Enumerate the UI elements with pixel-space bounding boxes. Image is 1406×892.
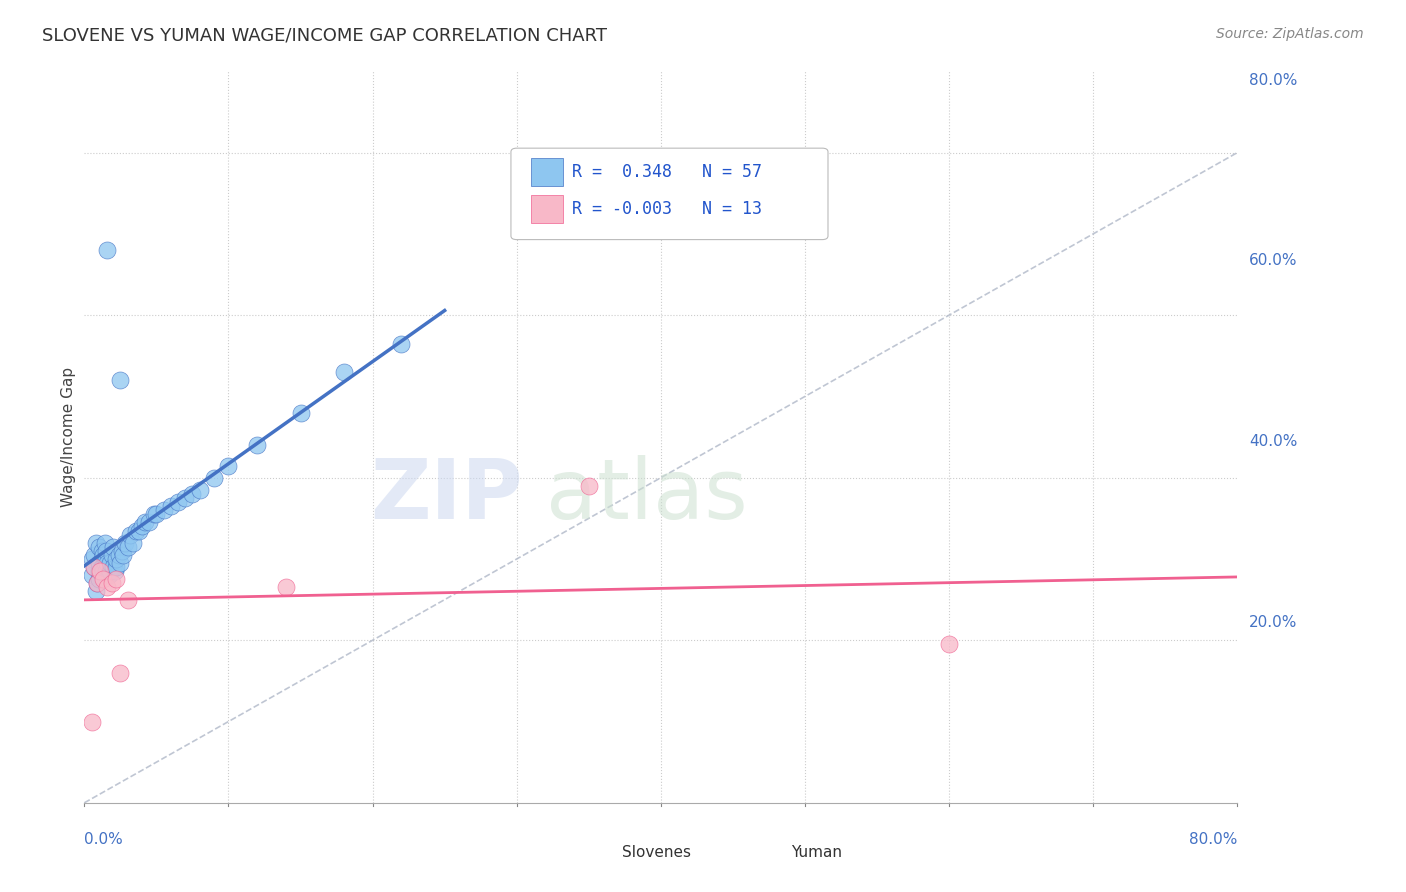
Text: R =  0.348   N = 57: R = 0.348 N = 57 (572, 163, 762, 181)
Point (80, 714, 103, 729)
Text: 60.0%: 60.0% (1249, 253, 1298, 268)
Text: Yuman: Yuman (792, 845, 842, 860)
Point (110, 665, 132, 680)
Text: SLOVENE VS YUMAN WAGE/INCOME GAP CORRELATION CHART: SLOVENE VS YUMAN WAGE/INCOME GAP CORRELA… (42, 27, 607, 45)
Point (117, 592, 139, 607)
Point (93, 535, 115, 549)
Point (578, 479, 600, 493)
Y-axis label: Wage/Income Gap: Wage/Income Gap (60, 367, 76, 508)
Point (83, 560, 105, 574)
Point (134, 516, 156, 530)
Point (160, 499, 183, 513)
Point (98, 556, 121, 570)
Text: 0.0%: 0.0% (84, 832, 124, 847)
Point (91, 564, 114, 578)
Point (87, 556, 110, 570)
Point (93, 556, 115, 570)
Point (167, 495, 190, 509)
Point (91, 572, 114, 586)
Point (103, 540, 124, 554)
FancyBboxPatch shape (530, 195, 562, 223)
Point (246, 438, 269, 452)
Point (104, 564, 127, 578)
Point (131, 519, 153, 533)
Point (152, 503, 174, 517)
Point (80, 568, 103, 582)
Point (105, 552, 128, 566)
Point (94, 544, 117, 558)
Point (218, 458, 240, 473)
Point (110, 373, 132, 387)
Point (87, 572, 110, 586)
Point (96, 243, 118, 257)
Point (120, 527, 142, 541)
Point (91, 548, 114, 562)
Point (98, 564, 121, 578)
Point (83, 560, 105, 574)
Text: Slovenes: Slovenes (621, 845, 690, 860)
Point (96, 581, 118, 595)
Text: 20.0%: 20.0% (1249, 615, 1298, 630)
Point (80, 552, 103, 566)
Point (90, 560, 112, 574)
Point (83, 548, 105, 562)
Text: 80.0%: 80.0% (1249, 73, 1298, 88)
Point (86, 576, 108, 591)
Point (128, 524, 150, 538)
Point (117, 540, 139, 554)
Point (125, 524, 148, 538)
Point (100, 548, 122, 562)
Point (105, 572, 128, 586)
Point (94, 564, 117, 578)
FancyBboxPatch shape (530, 159, 562, 186)
Point (100, 576, 122, 591)
Point (391, 336, 413, 351)
Point (111, 544, 134, 558)
Point (174, 491, 197, 505)
Point (188, 483, 211, 497)
Point (122, 535, 145, 549)
Text: R = -0.003   N = 13: R = -0.003 N = 13 (572, 200, 762, 218)
Point (90, 544, 112, 558)
Point (105, 560, 128, 574)
Text: Source: ZipAtlas.com: Source: ZipAtlas.com (1216, 27, 1364, 41)
FancyBboxPatch shape (510, 148, 828, 240)
Point (333, 365, 356, 379)
Point (138, 516, 160, 530)
Point (202, 471, 225, 485)
Point (108, 548, 131, 562)
Point (103, 560, 124, 574)
FancyBboxPatch shape (578, 844, 613, 867)
Point (112, 548, 135, 562)
Point (276, 581, 298, 595)
Point (114, 535, 136, 549)
Point (181, 487, 204, 501)
Point (938, 637, 960, 651)
Point (145, 508, 167, 522)
Text: 80.0%: 80.0% (1189, 832, 1237, 847)
Point (84, 584, 107, 599)
Point (96, 556, 118, 570)
Point (94, 552, 117, 566)
Point (86, 576, 108, 591)
Point (84, 535, 107, 549)
Point (87, 564, 110, 578)
Text: atlas: atlas (546, 455, 747, 536)
Point (97, 568, 120, 582)
FancyBboxPatch shape (748, 844, 782, 867)
Point (142, 508, 165, 522)
Point (290, 406, 312, 420)
Point (110, 556, 132, 570)
Text: 40.0%: 40.0% (1249, 434, 1298, 449)
Point (89, 564, 111, 578)
Text: ZIP: ZIP (370, 455, 523, 536)
Point (87, 540, 110, 554)
